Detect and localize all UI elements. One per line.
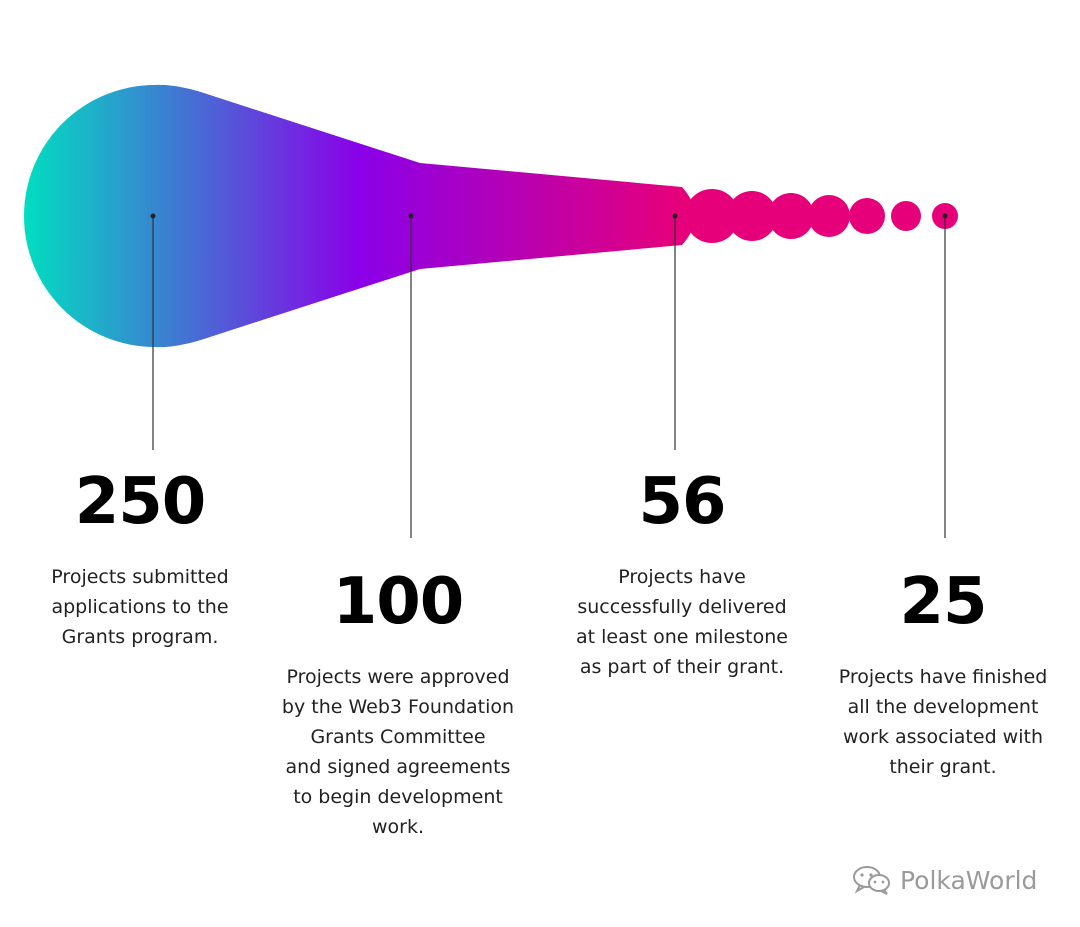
watermark-text: PolkaWorld xyxy=(900,865,1038,895)
stat-finished: 25 Projects have finished all the develo… xyxy=(818,570,1068,782)
watermark: PolkaWorld xyxy=(852,862,1037,898)
stat-description: Projects submitted applications to the G… xyxy=(51,566,229,648)
funnel-shape xyxy=(24,84,695,348)
stat-value: 250 xyxy=(74,465,207,539)
stat-value: 25 xyxy=(899,565,987,639)
stat-approved: 100 Projects were approved by the Web3 F… xyxy=(258,570,538,842)
leader-dot-25 xyxy=(942,213,948,219)
stat-value: 56 xyxy=(638,465,726,539)
stat-description: Projects have finished all the developme… xyxy=(838,666,1048,778)
stat-delivered: 56 Projects have successfully delivered … xyxy=(552,470,812,682)
wechat-icon xyxy=(853,866,890,895)
funnel-dot xyxy=(849,198,885,234)
stat-value: 100 xyxy=(332,565,465,639)
stat-submitted: 250 Projects submitted applications to t… xyxy=(20,470,260,652)
funnel-dot xyxy=(685,189,739,243)
funnel-dot xyxy=(808,195,850,237)
leader-dot-56 xyxy=(672,213,678,219)
leader-dot-250 xyxy=(150,213,156,219)
leader-dot-100 xyxy=(408,213,414,219)
funnel-dot xyxy=(727,191,777,241)
funnel-dot xyxy=(768,193,814,239)
stat-description: Projects have successfully delivered at … xyxy=(576,566,788,678)
stat-description: Projects were approved by the Web3 Found… xyxy=(281,666,515,838)
funnel-dot xyxy=(891,201,921,231)
